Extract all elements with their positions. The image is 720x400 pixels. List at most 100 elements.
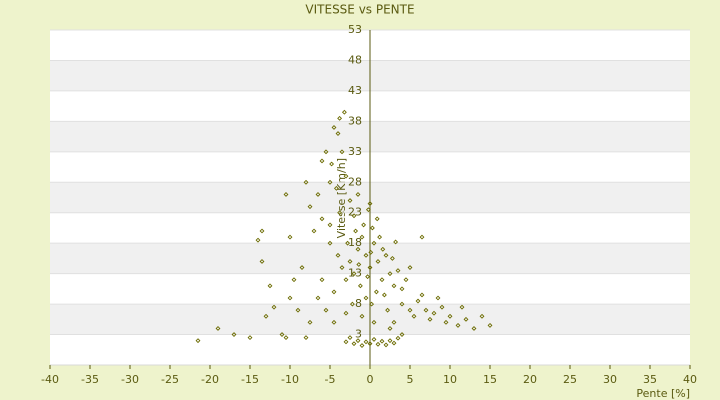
- point: [327, 179, 333, 185]
- point: [443, 319, 449, 325]
- point: [399, 286, 405, 292]
- point: [343, 310, 349, 316]
- point: [337, 210, 343, 216]
- x-axis-label: Pente [%]: [636, 387, 690, 400]
- point: [311, 228, 317, 234]
- y-tick-label: 38: [348, 114, 362, 127]
- point: [263, 313, 269, 319]
- x-tick-label: 10: [443, 373, 457, 386]
- point: [423, 307, 429, 313]
- point: [471, 326, 477, 331]
- x-tick-label: -20: [201, 373, 219, 386]
- point: [399, 301, 405, 307]
- point: [439, 304, 445, 310]
- point: [335, 252, 341, 258]
- point: [355, 338, 361, 344]
- point: [343, 173, 349, 179]
- point: [353, 228, 359, 234]
- point: [379, 338, 385, 344]
- point: [375, 259, 381, 264]
- point: [459, 304, 465, 310]
- point: [323, 149, 329, 155]
- point: [283, 192, 289, 197]
- x-tick-label: 5: [407, 373, 414, 386]
- point: [374, 216, 380, 222]
- point: [337, 115, 343, 121]
- point: [395, 268, 401, 274]
- point: [371, 319, 377, 325]
- point: [361, 222, 367, 228]
- point: [319, 216, 325, 222]
- point: [363, 339, 369, 345]
- point: [379, 277, 385, 283]
- point: [319, 277, 325, 283]
- x-tick-label: -25: [161, 373, 179, 386]
- point: [359, 343, 365, 348]
- point: [487, 322, 493, 328]
- point: [343, 277, 349, 283]
- y-tick-label: 43: [348, 84, 362, 97]
- point: [259, 259, 265, 264]
- x-tick-label: 0: [367, 373, 374, 386]
- point: [259, 228, 265, 234]
- point: [283, 335, 289, 341]
- point: [351, 271, 357, 277]
- y-axis-label: Vitesse [Km/h]: [335, 158, 348, 238]
- x-tick-label: -30: [121, 373, 139, 386]
- point: [345, 240, 351, 246]
- point: [363, 252, 369, 258]
- point: [327, 240, 333, 246]
- point: [303, 179, 309, 185]
- point: [385, 307, 391, 313]
- point: [415, 298, 421, 304]
- point: [369, 225, 375, 231]
- point: [329, 161, 335, 167]
- point: [387, 326, 393, 331]
- point: [407, 265, 413, 270]
- point: [367, 341, 373, 347]
- point: [349, 301, 355, 307]
- point: [455, 322, 461, 328]
- point: [375, 341, 381, 347]
- point: [355, 246, 361, 252]
- point: [479, 313, 485, 319]
- y-tick-label: 8: [355, 297, 362, 310]
- point: [395, 335, 401, 341]
- x-tick-label: 25: [563, 373, 577, 386]
- chart-title: VITESSE vs PENTE: [305, 3, 414, 17]
- point: [279, 332, 285, 337]
- point: [447, 313, 453, 319]
- point: [391, 340, 397, 346]
- point: [387, 338, 393, 344]
- y-tick-label: 48: [348, 53, 362, 66]
- point: [367, 265, 373, 270]
- point: [323, 307, 329, 313]
- point: [383, 342, 389, 348]
- point: [356, 262, 362, 267]
- point: [391, 319, 397, 325]
- y-tick-label: 3: [355, 328, 362, 341]
- point: [380, 246, 386, 252]
- point: [359, 313, 365, 319]
- point: [383, 252, 389, 258]
- point: [303, 335, 309, 341]
- point: [373, 289, 379, 295]
- point: [315, 295, 321, 301]
- point: [399, 332, 405, 337]
- point: [391, 283, 397, 289]
- point: [287, 234, 293, 240]
- point: [355, 192, 361, 197]
- point: [368, 249, 374, 255]
- y-tick-label: 28: [348, 175, 362, 188]
- point: [339, 265, 345, 270]
- point: [387, 271, 393, 277]
- point: [435, 295, 441, 301]
- point: [327, 222, 333, 228]
- point: [427, 316, 433, 322]
- point: [271, 304, 277, 310]
- point: [287, 295, 293, 301]
- point: [347, 335, 353, 341]
- point: [389, 255, 395, 261]
- point: [419, 234, 425, 240]
